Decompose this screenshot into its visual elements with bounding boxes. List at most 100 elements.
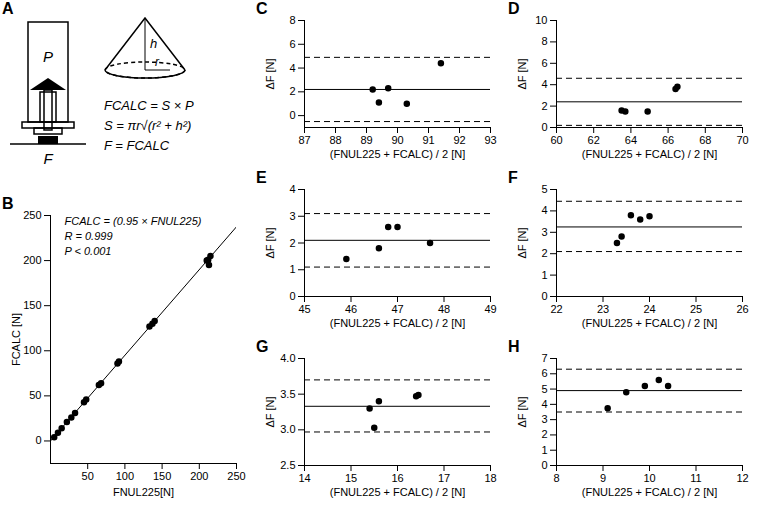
svg-text:1: 1 <box>541 269 547 281</box>
svg-text:60: 60 <box>550 134 562 146</box>
svg-text:6: 6 <box>541 57 547 69</box>
svg-text:14: 14 <box>298 472 310 484</box>
svg-text:ΔF [N]: ΔF [N] <box>264 396 276 427</box>
svg-text:6: 6 <box>541 367 547 379</box>
svg-text:250: 250 <box>227 470 245 482</box>
svg-text:3.0: 3.0 <box>280 423 295 435</box>
svg-text:0: 0 <box>541 459 547 471</box>
svg-text:0: 0 <box>541 121 547 133</box>
svg-text:P < 0.001: P < 0.001 <box>65 245 112 257</box>
svg-text:200: 200 <box>190 470 208 482</box>
svg-text:87: 87 <box>298 134 310 146</box>
svg-text:7: 7 <box>541 352 547 364</box>
svg-text:6: 6 <box>289 38 295 50</box>
svg-text:4.0: 4.0 <box>280 352 295 364</box>
svg-text:150: 150 <box>23 299 41 311</box>
svg-text:(FNUL225 + FCALC) / 2 [N]: (FNUL225 + FCALC) / 2 [N] <box>330 317 465 329</box>
svg-text:5: 5 <box>541 383 547 395</box>
svg-text:(FNUL225 + FCALC) / 2 [N]: (FNUL225 + FCALC) / 2 [N] <box>582 317 717 329</box>
svg-text:1: 1 <box>289 263 295 275</box>
svg-text:47: 47 <box>391 303 403 315</box>
svg-text:2: 2 <box>541 100 547 112</box>
svg-text:50: 50 <box>82 470 94 482</box>
svg-text:3: 3 <box>289 210 295 222</box>
svg-text:ΔF [N]: ΔF [N] <box>264 227 276 258</box>
svg-text:FCALC [N]: FCALC [N] <box>10 313 22 366</box>
svg-text:50: 50 <box>29 389 41 401</box>
svg-text:100: 100 <box>23 344 41 356</box>
svg-text:70: 70 <box>736 134 748 146</box>
svg-text:FCALC = (0.95 × FNUL225): FCALC = (0.95 × FNUL225) <box>65 215 202 227</box>
svg-text:3: 3 <box>541 226 547 238</box>
svg-text:88: 88 <box>329 134 341 146</box>
svg-text:18: 18 <box>484 472 496 484</box>
svg-text:8: 8 <box>553 472 559 484</box>
svg-text:92: 92 <box>453 134 465 146</box>
svg-text:48: 48 <box>438 303 450 315</box>
svg-text:90: 90 <box>391 134 403 146</box>
svg-text:12: 12 <box>736 472 748 484</box>
svg-text:S = πr√(r² + h²): S = πr√(r² + h²) <box>104 118 191 133</box>
svg-text:25: 25 <box>690 303 702 315</box>
svg-text:89: 89 <box>360 134 372 146</box>
svg-text:8: 8 <box>289 14 295 26</box>
svg-text:200: 200 <box>23 254 41 266</box>
svg-text:P: P <box>43 48 53 65</box>
svg-text:4: 4 <box>289 62 295 74</box>
svg-text:250: 250 <box>23 209 41 221</box>
svg-text:91: 91 <box>422 134 434 146</box>
svg-text:10: 10 <box>643 472 655 484</box>
svg-text:64: 64 <box>625 134 637 146</box>
svg-text:1: 1 <box>541 444 547 456</box>
svg-text:4: 4 <box>541 78 547 90</box>
svg-text:0: 0 <box>289 290 295 302</box>
svg-text:45: 45 <box>298 303 310 315</box>
svg-text:10: 10 <box>535 14 547 26</box>
svg-text:r: r <box>155 55 160 69</box>
svg-text:ΔF [N]: ΔF [N] <box>516 58 528 89</box>
svg-text:ΔF [N]: ΔF [N] <box>264 58 276 89</box>
svg-text:24: 24 <box>643 303 655 315</box>
svg-text:2.5: 2.5 <box>280 459 295 471</box>
svg-text:17: 17 <box>438 472 450 484</box>
svg-text:66: 66 <box>662 134 674 146</box>
svg-text:(FNUL225 + FCALC) / 2 [N]: (FNUL225 + FCALC) / 2 [N] <box>330 148 465 160</box>
svg-text:15: 15 <box>345 472 357 484</box>
svg-text:62: 62 <box>588 134 600 146</box>
svg-text:23: 23 <box>597 303 609 315</box>
svg-text:FCALC = S × P: FCALC = S × P <box>104 98 194 113</box>
svg-text:3.5: 3.5 <box>280 388 295 400</box>
svg-text:100: 100 <box>116 470 134 482</box>
svg-text:49: 49 <box>484 303 496 315</box>
svg-text:h: h <box>150 36 157 51</box>
svg-text:26: 26 <box>736 303 748 315</box>
svg-text:2: 2 <box>541 428 547 440</box>
svg-text:150: 150 <box>153 470 171 482</box>
svg-text:ΔF [N]: ΔF [N] <box>516 227 528 258</box>
svg-text:F: F <box>43 150 53 167</box>
svg-text:8: 8 <box>541 35 547 47</box>
svg-text:2: 2 <box>541 247 547 259</box>
svg-text:0: 0 <box>289 109 295 121</box>
svg-text:11: 11 <box>690 472 701 484</box>
svg-text:93: 93 <box>484 134 496 146</box>
svg-text:(FNUL225 + FCALC) / 2 [N]: (FNUL225 + FCALC) / 2 [N] <box>582 148 717 160</box>
svg-text:0: 0 <box>541 290 547 302</box>
svg-text:16: 16 <box>391 472 403 484</box>
svg-text:68: 68 <box>699 134 711 146</box>
svg-text:3: 3 <box>541 413 547 425</box>
svg-text:4: 4 <box>541 398 547 410</box>
svg-text:R = 0.999: R = 0.999 <box>65 230 113 242</box>
svg-text:2: 2 <box>289 237 295 249</box>
svg-text:0: 0 <box>35 434 41 446</box>
svg-text:22: 22 <box>550 303 562 315</box>
svg-text:5: 5 <box>541 183 547 195</box>
svg-text:9: 9 <box>600 472 606 484</box>
svg-text:2: 2 <box>289 85 295 97</box>
svg-text:FNUL225[N]: FNUL225[N] <box>113 486 174 498</box>
svg-text:ΔF [N]: ΔF [N] <box>516 396 528 427</box>
svg-text:(FNUL225 + FCALC) / 2 [N]: (FNUL225 + FCALC) / 2 [N] <box>582 486 717 498</box>
svg-text:4: 4 <box>541 204 547 216</box>
svg-text:F = FCALC: F = FCALC <box>104 138 170 153</box>
svg-text:46: 46 <box>345 303 357 315</box>
